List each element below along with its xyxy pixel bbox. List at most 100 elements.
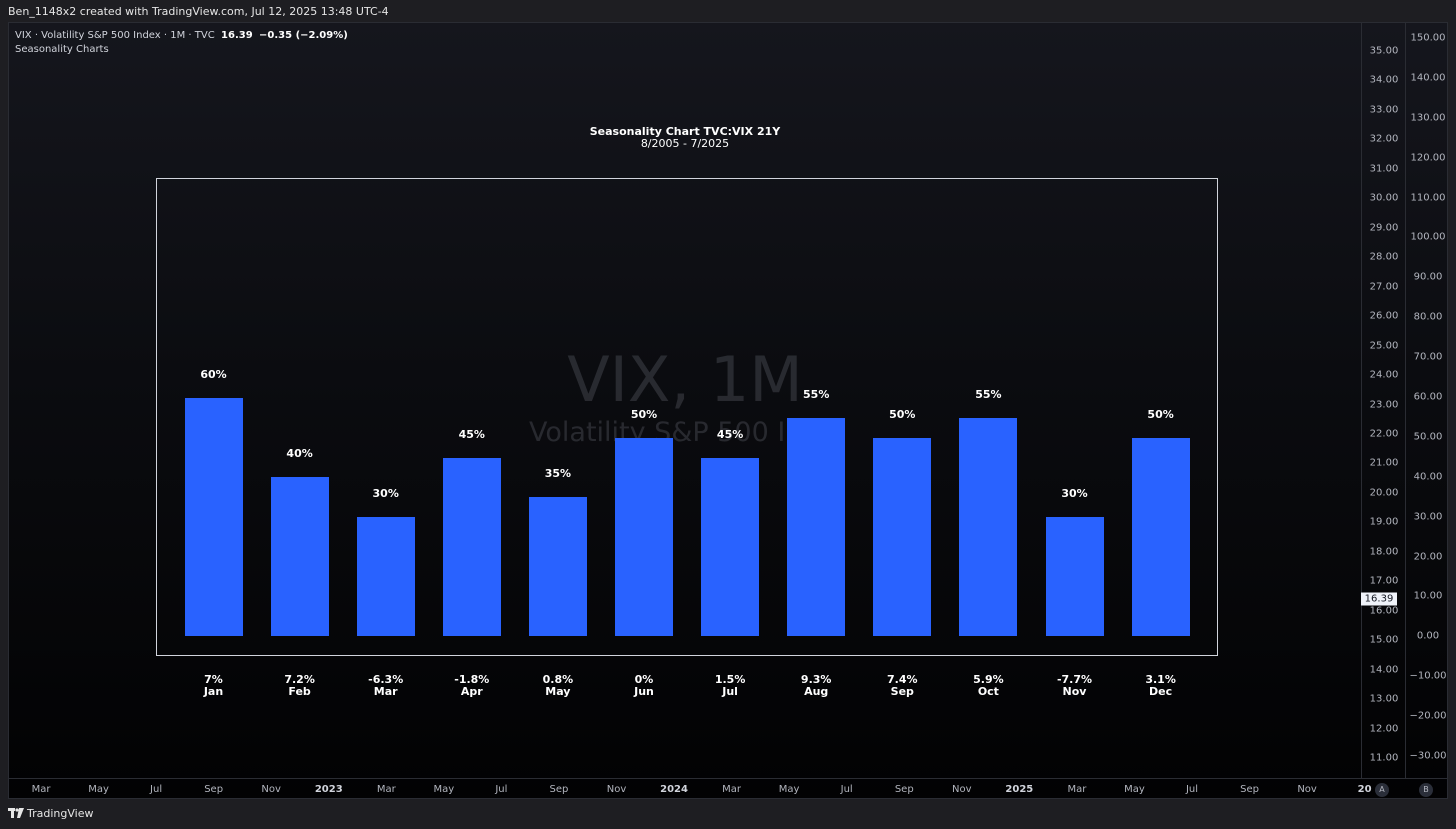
- time-tick-label: 20: [1357, 784, 1372, 795]
- bar-value-label: 50%: [630, 407, 658, 421]
- price-axis[interactable]: 35.00 34.00 33.00 32.00 31.00 30.00 29.00 28.00…: [1361, 23, 1406, 778]
- percent-tick-label: 130.00: [1410, 112, 1446, 124]
- percent-tick-label: 150.00: [1410, 32, 1446, 44]
- chart-pane[interactable]: VIX · Volatility S&P 500 Index · 1M · TV…: [8, 22, 1448, 799]
- month-name: Aug: [804, 685, 829, 698]
- seasonality-bar[interactable]: [1045, 517, 1104, 636]
- percent-tick-label: 80.00: [1413, 311, 1443, 323]
- price-tick-label: 11.00: [1369, 752, 1399, 764]
- bar-value-label: 30%: [1061, 487, 1088, 500]
- seasonality-bar[interactable]: [873, 437, 932, 636]
- month-label: 7.4% Sep: [862, 674, 942, 698]
- chart-title: Seasonality Chart TVC:VIX 21Y: [589, 125, 781, 138]
- month-name: Jan: [203, 685, 224, 698]
- percent-tick-label: −10.00: [1409, 670, 1447, 682]
- price-tick-label: 19.00: [1369, 516, 1399, 528]
- time-tick-label: Sep: [549, 784, 569, 795]
- price-tick-label: 21.00: [1369, 457, 1399, 469]
- price-tick-label: 35.00: [1369, 45, 1399, 57]
- month-name: Mar: [373, 685, 398, 698]
- chart-subtitle: 8/2005 - 7/2025: [640, 137, 730, 150]
- month-label: -6.3% Mar: [346, 674, 426, 698]
- time-tick-label: Nov: [1297, 784, 1317, 795]
- month-label: -7.7% Nov: [1035, 674, 1115, 698]
- seasonality-bar[interactable]: [701, 457, 760, 636]
- price-tick-label: 29.00: [1369, 222, 1399, 234]
- month-label: 9.3% Aug: [776, 674, 856, 698]
- percent-tick-label: 110.00: [1410, 192, 1446, 204]
- month-label: 7% Jan: [174, 674, 254, 698]
- time-axis[interactable]: A B Mar May Jul Sep Nov 2023 Mar May Jul Sep Nov 20…: [9, 778, 1447, 798]
- percent-tick-label: 30.00: [1413, 511, 1443, 523]
- percent-tick-label: 90.00: [1413, 271, 1443, 283]
- price-tick-label: 18.00: [1369, 546, 1399, 558]
- month-label: -1.8% Apr: [432, 674, 512, 698]
- percent-tick-label: 100.00: [1410, 231, 1446, 243]
- time-tick-label: Jul: [495, 784, 508, 795]
- avg-change-label: 7.4%: [887, 673, 918, 686]
- month-name: Dec: [1149, 685, 1173, 698]
- time-tick-label: Sep: [1240, 784, 1259, 795]
- time-tick-label: 2025: [1005, 784, 1034, 795]
- price-change: −0.35 (−2.09%): [259, 30, 348, 41]
- seasonality-bar[interactable]: [615, 437, 673, 636]
- seasonality-bar[interactable]: [959, 417, 1018, 636]
- time-tick-label: Mar: [1067, 784, 1087, 795]
- month-name: Nov: [1062, 685, 1087, 698]
- month-label: 3.1% Dec: [1121, 674, 1201, 698]
- indicator-name[interactable]: Seasonality Charts: [15, 44, 109, 55]
- price-tick-label: 30.00: [1369, 192, 1399, 204]
- bar-value-label: 55%: [803, 387, 830, 401]
- price-tick-label: 27.00: [1369, 281, 1399, 293]
- avg-change-label: -7.7%: [1056, 673, 1093, 686]
- price-tick-label: 31.00: [1369, 163, 1399, 175]
- seasonality-bar[interactable]: [528, 497, 587, 636]
- price-tick-label: 12.00: [1369, 723, 1399, 735]
- brand-name: TradingView: [27, 807, 94, 820]
- bar-value-label: 60%: [200, 368, 227, 381]
- percent-tick-label: −30.00: [1409, 750, 1447, 762]
- avg-change-label: 9.3%: [800, 673, 832, 686]
- bar-value-label: 45%: [458, 427, 485, 441]
- time-tick-label: Jul: [150, 784, 163, 795]
- seasonality-bar[interactable]: [356, 517, 415, 636]
- percent-tick-label: −20.00: [1409, 710, 1447, 722]
- avg-change-label: 0%: [634, 673, 654, 686]
- bar-value-label: 45%: [716, 427, 744, 441]
- symbol-name[interactable]: VIX · Volatility S&P 500 Index · 1M · TV…: [15, 30, 215, 41]
- price-tick-label: 14.00: [1369, 664, 1399, 676]
- price-tick-label: 26.00: [1369, 310, 1399, 322]
- time-tick-label: Nov: [261, 784, 281, 795]
- seasonality-bar[interactable]: [787, 417, 846, 636]
- time-tick-label: Jul: [1185, 784, 1199, 795]
- bar-value-label: 30%: [372, 487, 399, 500]
- time-tick-label: Sep: [894, 784, 914, 795]
- scale-settings-button[interactable]: B: [1419, 783, 1433, 797]
- seasonality-bar[interactable]: [184, 398, 243, 636]
- percent-tick-label: 70.00: [1413, 351, 1443, 363]
- price-tick-label: 15.00: [1369, 634, 1399, 646]
- bar-value-label: 50%: [1147, 407, 1174, 421]
- seasonality-bar[interactable]: [270, 477, 329, 636]
- month-name: Sep: [890, 685, 914, 698]
- price-tick-label: 25.00: [1369, 340, 1399, 352]
- bar-value-label: 50%: [889, 407, 916, 421]
- time-tick-label: 2024: [660, 784, 688, 795]
- time-tick-label: Sep: [204, 784, 224, 795]
- price-tick-label: 16.00: [1369, 605, 1399, 617]
- percent-axis[interactable]: 150.00 140.00 130.00 120.00 110.00 100.00 90.0…: [1405, 23, 1447, 778]
- brand[interactable]: TradingView: [8, 807, 93, 820]
- seasonality-bar[interactable]: [442, 457, 501, 636]
- month-label: 1.5% Jul: [690, 674, 770, 698]
- auto-scale-button[interactable]: A: [1375, 783, 1389, 797]
- month-name: Apr: [460, 685, 483, 698]
- time-tick-label: Mar: [31, 784, 51, 795]
- percent-tick-label: 10.00: [1413, 590, 1443, 602]
- avg-change-label: 3.1%: [1145, 673, 1176, 686]
- percent-tick-label: 0.00: [1416, 630, 1440, 642]
- seasonality-plot-box: [156, 178, 1218, 656]
- time-tick-label: May: [778, 784, 800, 795]
- percent-tick-label: 140.00: [1410, 72, 1446, 84]
- seasonality-bar[interactable]: [1131, 437, 1190, 636]
- time-tick-label: 2023: [314, 784, 343, 795]
